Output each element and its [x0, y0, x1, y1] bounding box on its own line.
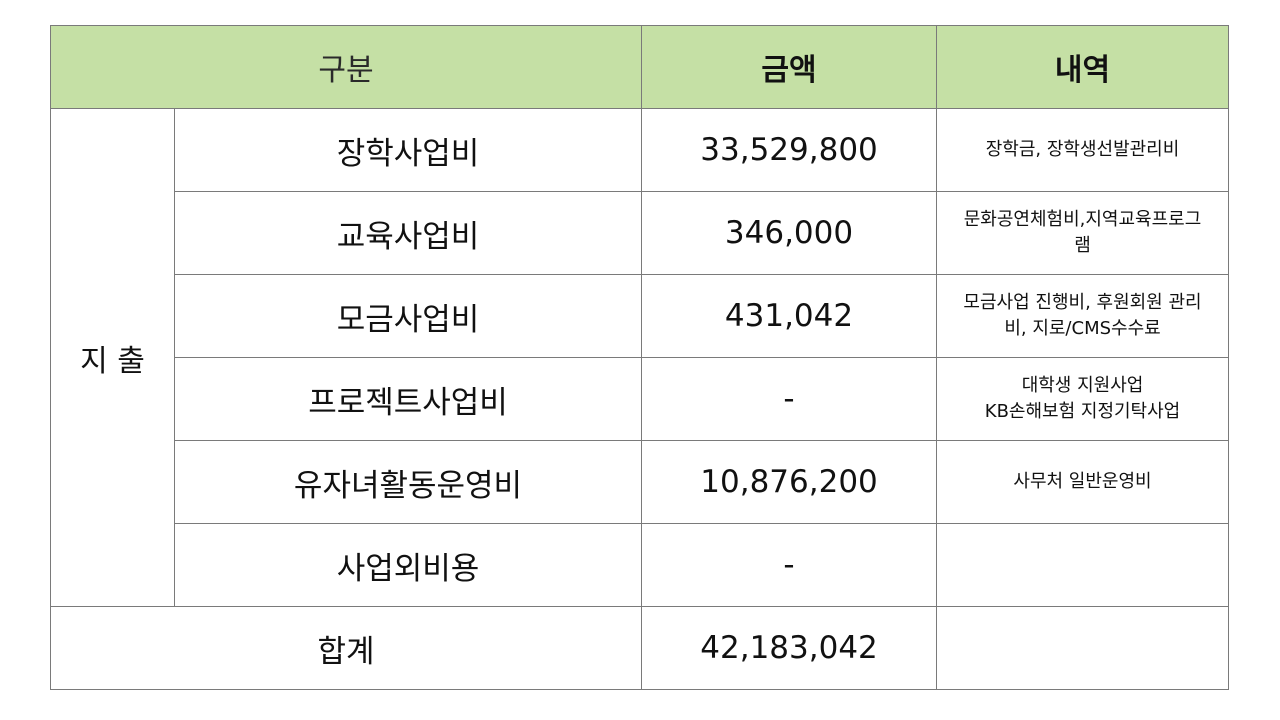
row-detail-line: 문화공연체험비,지역교육프로그 [963, 209, 1202, 230]
row-detail: 장학금, 장학생선발관리비 [936, 108, 1230, 192]
row-amount: 346,000 [641, 191, 938, 275]
row-detail [936, 523, 1230, 607]
row-item-label: 유자녀활동운영비 [173, 440, 643, 524]
row-amount: 10,876,200 [641, 440, 938, 524]
row-detail-line: 사무처 일반운영비 [1013, 471, 1152, 492]
total-row: 합계 42,183,042 [49, 606, 1230, 690]
expenditure-table: 구분 금액 내역 지 출 장학사업비 33,529,800 장학금, 장학생선발… [49, 25, 1230, 690]
table-row: 프로젝트사업비 - 대학생 지원사업 KB손해보험 지정기탁사업 [51, 357, 1230, 441]
total-amount: 42,183,042 [641, 606, 938, 690]
table-row: 유자녀활동운영비 10,876,200 사무처 일반운영비 [51, 440, 1230, 524]
row-detail: 모금사업 진행비, 후원회원 관리 비, 지로/CMS수수료 [936, 274, 1230, 358]
row-item-label: 장학사업비 [173, 108, 643, 192]
row-detail: 문화공연체험비,지역교육프로그 램 [936, 191, 1230, 275]
total-detail [936, 606, 1230, 690]
table-row: 지 출 장학사업비 33,529,800 장학금, 장학생선발관리비 [50, 108, 1230, 607]
row-item-label: 교육사업비 [173, 191, 643, 275]
header-amount: 금액 [641, 25, 938, 109]
row-amount: 33,529,800 [641, 108, 938, 192]
row-detail-line: 모금사업 진행비, 후원회원 관리 [963, 292, 1202, 313]
row-detail-line: 비, 지로/CMS수수료 [1004, 318, 1161, 339]
section-label: 지 출 [50, 108, 175, 607]
row-amount: - [641, 357, 938, 441]
row-item-label: 프로젝트사업비 [173, 357, 643, 441]
header-detail: 내역 [936, 25, 1230, 109]
row-detail: 사무처 일반운영비 [936, 440, 1230, 524]
row-detail-line: 램 [1074, 235, 1091, 256]
row-item-label: 모금사업비 [173, 274, 643, 358]
header-category: 구분 [49, 25, 643, 109]
row-detail: 대학생 지원사업 KB손해보험 지정기탁사업 [936, 357, 1230, 441]
row-amount: 431,042 [641, 274, 938, 358]
row-detail-line: KB손해보험 지정기탁사업 [984, 401, 1181, 422]
row-amount: - [641, 523, 938, 607]
row-detail-line: 대학생 지원사업 [1021, 375, 1144, 396]
table-row: 사업외비용 - [51, 523, 1230, 607]
table-row: 모금사업비 431,042 모금사업 진행비, 후원회원 관리 비, 지로/CM… [51, 274, 1230, 358]
expenditure-table-container: 구분 금액 내역 지 출 장학사업비 33,529,800 장학금, 장학생선발… [49, 25, 1230, 690]
row-item-label: 사업외비용 [173, 523, 643, 607]
row-detail-line: 장학금, 장학생선발관리비 [985, 139, 1180, 160]
table-row: 교육사업비 346,000 문화공연체험비,지역교육프로그 램 [51, 191, 1230, 275]
total-label: 합계 [49, 606, 643, 690]
header-row: 구분 금액 내역 [49, 25, 1230, 109]
